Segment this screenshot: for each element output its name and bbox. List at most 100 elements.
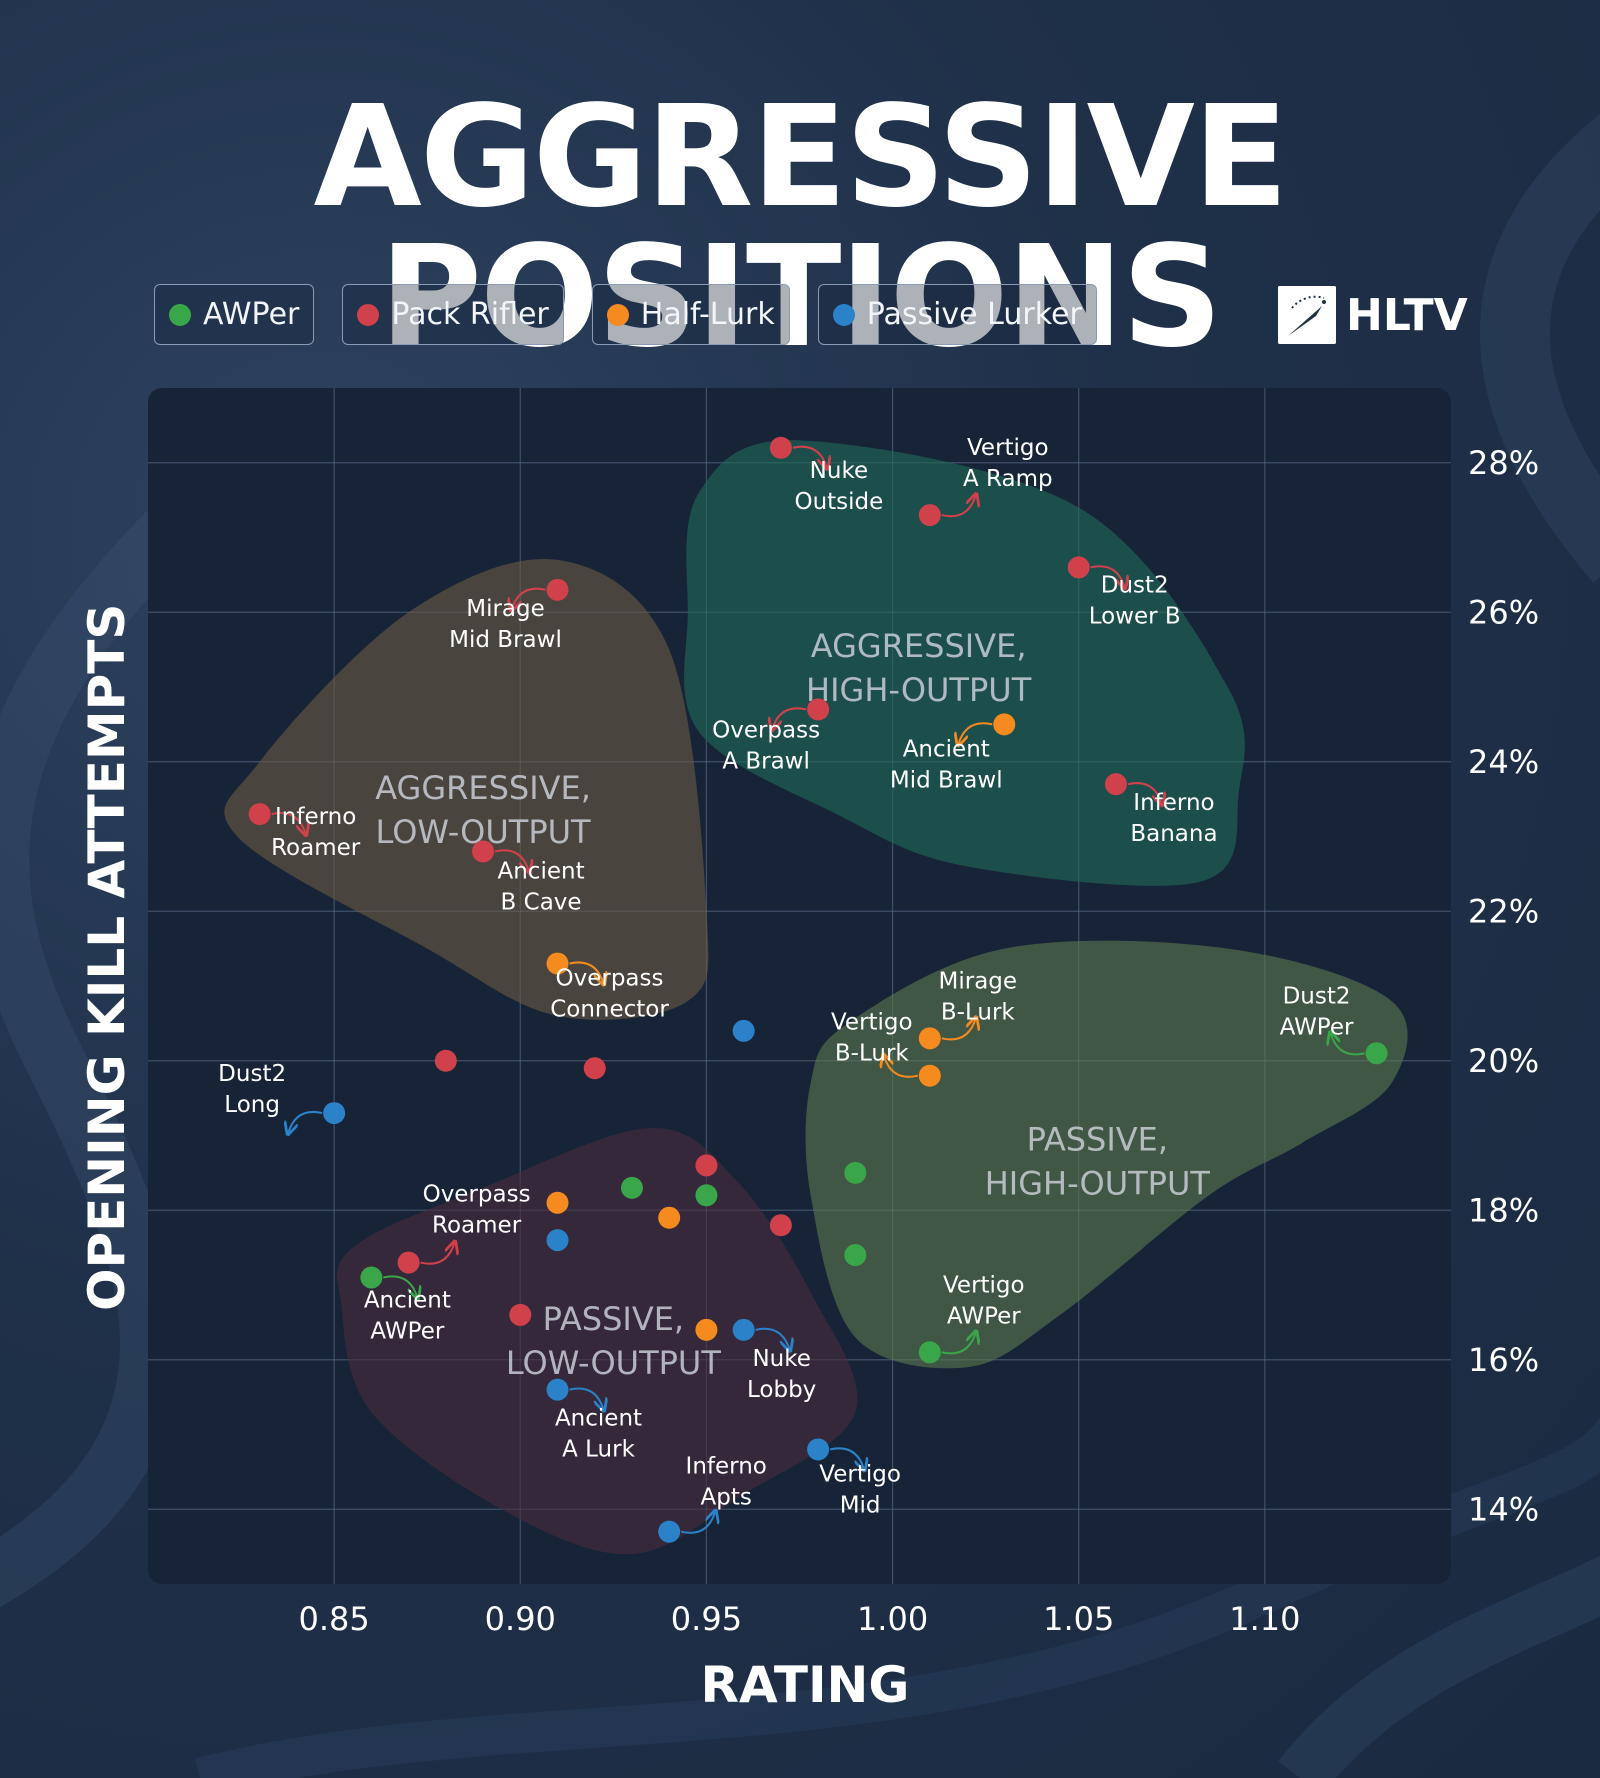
annotation-arrow bbox=[772, 707, 807, 729]
data-point bbox=[546, 952, 569, 975]
data-point bbox=[546, 1191, 569, 1214]
point-label: Outside bbox=[794, 489, 883, 515]
region-aggressive-high-output bbox=[684, 440, 1245, 886]
data-point bbox=[807, 698, 830, 721]
x-tick-label: 0.95 bbox=[671, 1600, 742, 1638]
annotation-arrow bbox=[941, 1018, 976, 1041]
point-label: AWPer bbox=[947, 1303, 1021, 1329]
legend-item-awper: AWPer bbox=[154, 284, 315, 345]
annotation-arrow bbox=[1090, 565, 1125, 587]
annotation-arrow bbox=[755, 1327, 790, 1350]
point-label: Overpass bbox=[556, 966, 664, 992]
legend-item-passive-lurker: Passive Lurker bbox=[817, 284, 1097, 345]
point-label: Overpass bbox=[423, 1182, 531, 1208]
region-passive-low-output bbox=[337, 1127, 858, 1555]
data-point bbox=[658, 1520, 681, 1543]
annotation-arrow bbox=[569, 961, 604, 983]
page-title: AGGRESSIVE POSITIONS bbox=[313, 76, 1288, 379]
point-label: Mirage bbox=[466, 596, 545, 622]
annotation-arrow bbox=[1127, 782, 1162, 804]
data-point bbox=[769, 1214, 792, 1237]
legend-item-pack-rifler: Pack Rifler bbox=[342, 284, 564, 345]
point-label: A Ramp bbox=[963, 466, 1053, 492]
point-label: Mid Brawl bbox=[890, 767, 1003, 793]
point-label: B-Lurk bbox=[941, 999, 1016, 1025]
data-point bbox=[695, 1184, 718, 1207]
point-label: Vertigo bbox=[831, 1010, 913, 1036]
legend-label: AWPer bbox=[203, 297, 300, 332]
point-label: Ancient bbox=[555, 1406, 642, 1432]
point-label: Lower B bbox=[1089, 603, 1181, 629]
annotation-arrow bbox=[941, 1332, 976, 1355]
annotation-arrow bbox=[512, 587, 546, 610]
x-tick-label: 1.05 bbox=[1043, 1600, 1114, 1638]
region-label: HIGH-OUTPUT bbox=[806, 671, 1032, 709]
point-label: Vertigo bbox=[967, 435, 1049, 461]
y-axis-title: OPENING KILL ATTEMPTS bbox=[78, 603, 136, 1311]
data-point bbox=[695, 1318, 718, 1341]
data-point bbox=[732, 1318, 755, 1341]
region-aggressive-low-output bbox=[224, 558, 709, 1020]
y-tick-label: 24% bbox=[1468, 743, 1539, 781]
legend-label: Pack Rifler bbox=[391, 297, 549, 332]
point-label: Ancient bbox=[364, 1288, 451, 1314]
point-label: Vertigo bbox=[943, 1272, 1025, 1298]
annotation-arrow bbox=[884, 1056, 919, 1078]
data-point bbox=[918, 1027, 941, 1050]
data-point bbox=[1067, 556, 1090, 579]
point-label: Vertigo bbox=[819, 1461, 901, 1487]
passive-lurker-dot-icon bbox=[832, 303, 855, 326]
data-point bbox=[434, 1049, 457, 1072]
data-point bbox=[546, 578, 569, 601]
y-tick-label: 28% bbox=[1468, 444, 1539, 482]
point-label: Ancient bbox=[498, 858, 585, 884]
annotation-arrow bbox=[288, 1111, 323, 1133]
data-point bbox=[583, 1057, 606, 1080]
y-tick-label: 26% bbox=[1468, 593, 1539, 631]
data-point bbox=[732, 1019, 755, 1042]
annotation-arrow bbox=[1331, 1033, 1365, 1056]
annotation-arrow bbox=[569, 1387, 604, 1410]
point-label: Inferno bbox=[275, 804, 356, 830]
data-point bbox=[1104, 773, 1127, 796]
awper-dot-icon bbox=[169, 303, 191, 326]
data-point bbox=[918, 504, 941, 527]
half-lurk-dot-icon bbox=[606, 303, 629, 326]
annotation-arrow bbox=[420, 1243, 455, 1265]
point-label: B-Lurk bbox=[835, 1041, 910, 1067]
hltv-logo-text: HLTV bbox=[1346, 289, 1468, 341]
data-point bbox=[323, 1102, 346, 1125]
point-label: Long bbox=[224, 1092, 280, 1118]
data-point bbox=[695, 1154, 718, 1177]
data-point bbox=[807, 1438, 830, 1461]
point-label: A Lurk bbox=[562, 1437, 635, 1463]
region-label: HIGH-OUTPUT bbox=[985, 1164, 1211, 1202]
annotation-arrow bbox=[271, 812, 306, 834]
data-point bbox=[546, 1229, 569, 1252]
legend: AWPer Pack Rifler Half-Lurk Passive Lurk… bbox=[154, 284, 1097, 346]
data-point bbox=[993, 713, 1016, 736]
point-label: Nuke bbox=[752, 1346, 810, 1372]
axis-ticks: 0.85 0.90 0.95 1.00 1.05 1.10 14% 16% 18% 20% 22% 2… bbox=[299, 444, 1540, 1638]
region-label: AGGRESSIVE, bbox=[375, 769, 591, 807]
data-point bbox=[360, 1266, 383, 1289]
data-point bbox=[509, 1303, 532, 1326]
point-label: Mid bbox=[840, 1492, 881, 1518]
point-label: Nuke bbox=[810, 458, 868, 484]
point-label: AWPer bbox=[1280, 1014, 1354, 1040]
legend-label: Passive Lurker bbox=[866, 297, 1082, 332]
annotation-arrow bbox=[494, 849, 529, 871]
point-label: Lobby bbox=[747, 1377, 816, 1403]
point-label: Roamer bbox=[271, 835, 361, 861]
data-point bbox=[472, 840, 495, 863]
annotation-arrow bbox=[383, 1275, 417, 1297]
point-label: Mid Brawl bbox=[449, 627, 562, 653]
data-point bbox=[620, 1176, 643, 1199]
point-labels: Nuke Outside Vertigo A Ramp Dust2 Lower B Mira… bbox=[218, 435, 1354, 1518]
point-label: Connector bbox=[550, 997, 669, 1023]
annotation-arrow bbox=[680, 1512, 715, 1534]
x-axis-title: RATING bbox=[700, 1656, 910, 1714]
y-tick-label: 22% bbox=[1468, 892, 1539, 930]
region-label: AGGRESSIVE, bbox=[811, 627, 1027, 665]
point-label: Apts bbox=[701, 1485, 752, 1511]
